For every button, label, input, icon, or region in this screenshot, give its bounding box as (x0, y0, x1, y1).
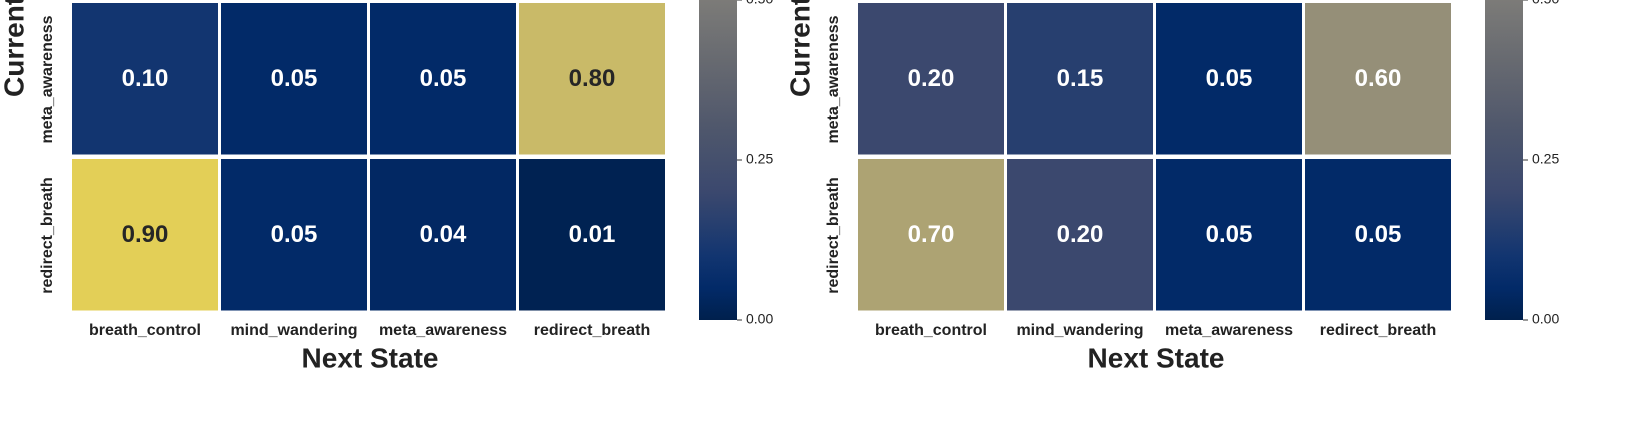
cell-label: 0.70 (908, 221, 955, 248)
cell-label: 0.80 (569, 65, 616, 92)
heatmap-cell (1156, 159, 1302, 311)
heatmap-cell (370, 159, 516, 311)
cell-label: 0.20 (908, 65, 955, 92)
colorbar (699, 0, 737, 320)
cell-label: 0.10 (122, 65, 169, 92)
cell-label: 0.05 (271, 65, 318, 92)
y-tick-label: redirect_breath (825, 177, 842, 294)
cell-label: 0.20 (1057, 221, 1104, 248)
x-tick-label: mind_wandering (230, 322, 357, 339)
heatmap-cell (858, 3, 1004, 155)
y-tick-label: meta_awareness (39, 15, 56, 143)
heatmap-cell (1007, 159, 1153, 311)
heatmap-cell (519, 3, 665, 155)
heatmap-cell (519, 159, 665, 311)
heatmap-cell (1156, 3, 1302, 155)
x-axis-label: Next State (302, 342, 439, 373)
y-tick-label: redirect_breath (39, 177, 56, 294)
heatmap-cell (858, 159, 1004, 311)
x-tick-label: redirect_breath (534, 322, 651, 339)
colorbar-tick-label: 0.50 (1532, 0, 1559, 7)
heatmap-cell (221, 159, 367, 311)
y-axis-label: Current State (0, 0, 29, 97)
cell-label: 0.05 (420, 65, 467, 92)
colorbar (1485, 0, 1523, 320)
cell-label: 0.05 (1206, 65, 1253, 92)
x-tick-label: breath_control (89, 322, 201, 339)
y-tick-label: meta_awareness (825, 15, 842, 143)
cell-label: 0.90 (122, 221, 169, 248)
heatmap-cell (72, 159, 218, 311)
heatmap-cell (72, 3, 218, 155)
colorbar-tick-label: 0.00 (1532, 311, 1559, 327)
colorbar-tick-label: 0.50 (746, 0, 773, 7)
x-tick-label: mind_wandering (1016, 322, 1143, 339)
colorbar-tick-label: 0.25 (746, 151, 773, 167)
heatmap-cell (1007, 3, 1153, 155)
cell-label: 0.60 (1355, 65, 1402, 92)
heatmap-cell (1305, 159, 1451, 311)
heatmap-cell (1305, 3, 1451, 155)
cell-label: 0.04 (420, 221, 467, 248)
y-axis-label: Current State (784, 0, 815, 97)
cell-label: 0.05 (1355, 221, 1402, 248)
cell-label: 0.05 (1206, 221, 1253, 248)
x-tick-label: meta_awareness (379, 322, 507, 339)
cell-label: 0.15 (1057, 65, 1104, 92)
cell-label: 0.01 (569, 221, 616, 248)
colorbar-tick-label: 0.00 (746, 311, 773, 327)
heatmap-cell (370, 3, 516, 155)
x-tick-label: breath_control (875, 322, 987, 339)
x-tick-label: meta_awareness (1165, 322, 1293, 339)
colorbar-tick-label: 0.25 (1532, 151, 1559, 167)
x-tick-label: redirect_breath (1320, 322, 1437, 339)
heatmap-cell (221, 3, 367, 155)
x-axis-label: Next State (1088, 342, 1225, 373)
cell-label: 0.05 (271, 221, 318, 248)
